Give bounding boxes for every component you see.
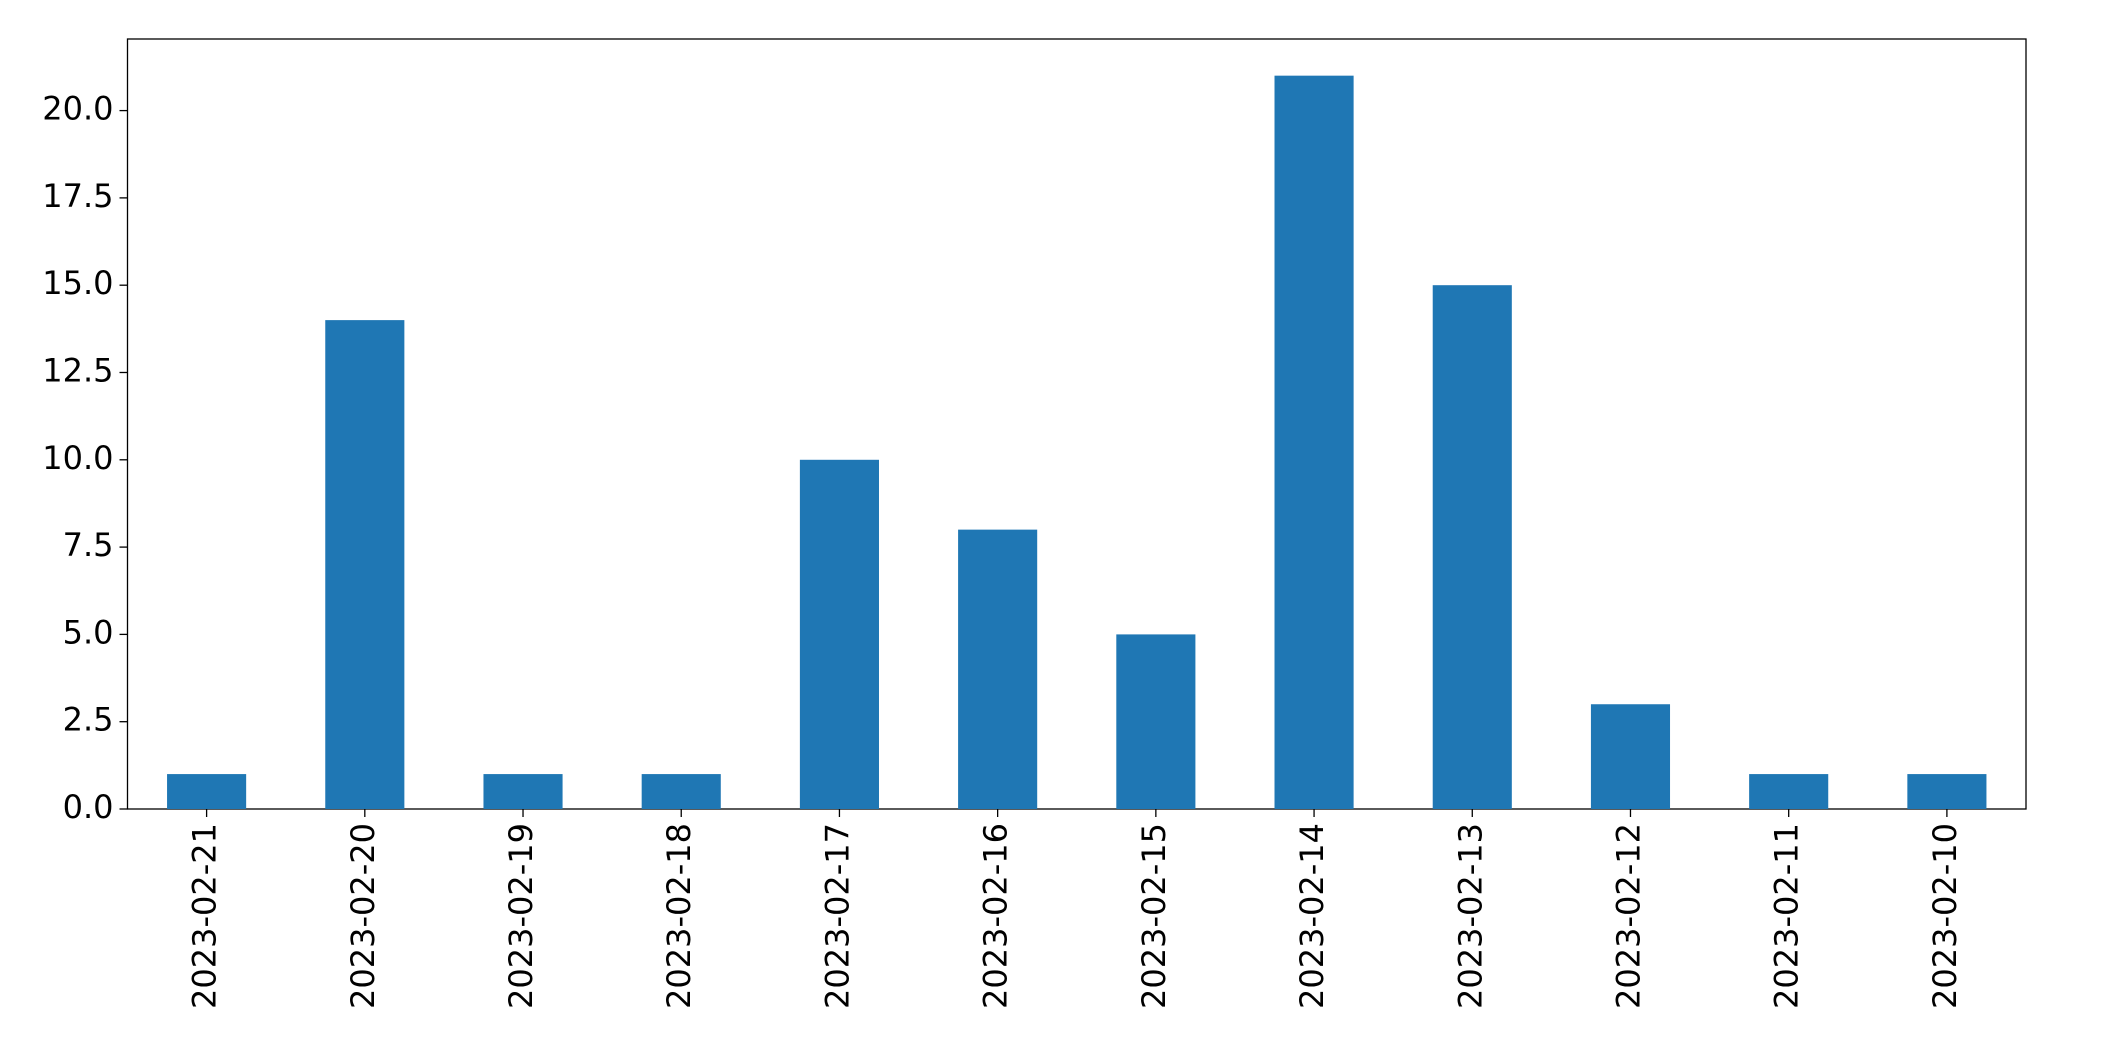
y-tick-label: 2.5 [63, 701, 114, 739]
y-tick-label: 20.0 [42, 90, 113, 128]
bar [1432, 285, 1512, 809]
bar [325, 320, 405, 809]
bar [799, 459, 879, 809]
axes-frame [126, 38, 2027, 810]
x-tick-label: 2023-02-13 [1451, 823, 1489, 1009]
bar [1590, 704, 1671, 809]
x-tick-label: 2023-02-15 [1135, 823, 1173, 1009]
x-tick-label: 2023-02-12 [1609, 823, 1647, 1009]
y-tick-label: 0.0 [63, 788, 114, 826]
x-tick-label: 2023-02-20 [344, 823, 382, 1009]
bar [1907, 774, 1987, 809]
x-tick-label: 2023-02-21 [186, 823, 224, 1009]
y-tick-label: 15.0 [42, 264, 113, 302]
bar [958, 529, 1038, 809]
x-tick-label: 2023-02-10 [1926, 823, 1964, 1009]
x-tick-label: 2023-02-19 [502, 823, 540, 1009]
y-tick-label: 10.0 [42, 439, 113, 477]
x-tick-label: 2023-02-17 [818, 823, 856, 1009]
y-tick-label: 7.5 [63, 526, 114, 564]
y-tick-label: 17.5 [42, 177, 113, 215]
x-tick-label: 2023-02-14 [1293, 823, 1331, 1009]
bar [1749, 774, 1829, 809]
x-tick-label: 2023-02-18 [660, 823, 698, 1009]
bar [641, 774, 721, 809]
bar [1116, 634, 1196, 809]
bar [483, 774, 563, 809]
bar [1274, 75, 1354, 809]
y-tick-label: 5.0 [63, 613, 114, 651]
x-tick-label: 2023-02-11 [1768, 823, 1806, 1009]
bar [167, 774, 247, 809]
x-tick-label: 2023-02-16 [977, 823, 1015, 1009]
y-tick-label: 12.5 [42, 351, 113, 389]
